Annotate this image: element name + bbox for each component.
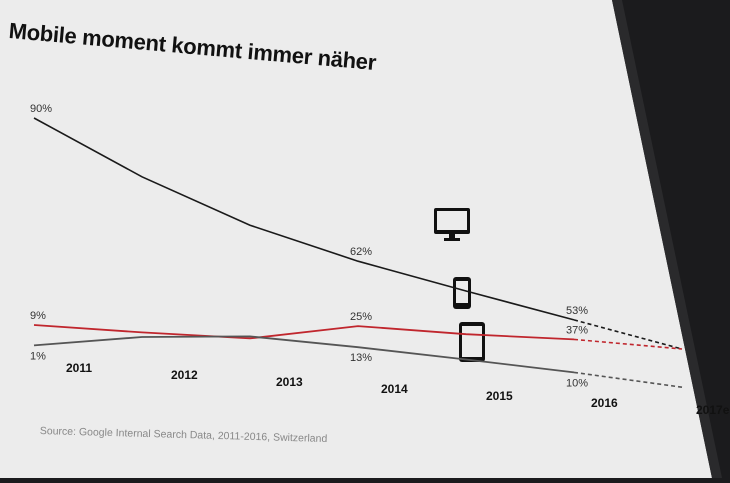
series-line-actual (33, 117, 575, 321)
data-label: 25% (350, 311, 372, 323)
series-line-actual (33, 335, 575, 374)
x-tick-label: 2011 (66, 361, 92, 375)
series-desktop: 90% 62% 53% (30, 103, 683, 350)
x-tick-label: 2017e (696, 403, 730, 417)
x-tick-label: 2015 (486, 389, 513, 403)
x-tick-label: 2016 (591, 396, 618, 410)
x-tick-label: 2012 (171, 368, 198, 382)
series-line-actual (33, 324, 575, 341)
data-label: 37% (566, 324, 588, 336)
x-tick-label: 2013 (276, 375, 303, 389)
x-tick-label: 2014 (381, 382, 408, 396)
data-label: 1% (30, 350, 46, 362)
series-tablet: 1% 13% 10% (30, 335, 683, 389)
data-label: 9% (30, 310, 46, 322)
data-label: 62% (350, 246, 372, 258)
slide-shadow-edge (612, 0, 722, 478)
tablet-icon (459, 322, 485, 362)
series-line-projected (573, 319, 683, 350)
data-label: 53% (566, 305, 588, 317)
smartphone-icon (453, 277, 471, 309)
data-label: 10% (566, 377, 588, 389)
data-label: 13% (350, 352, 372, 364)
slide-background (0, 0, 712, 478)
series-smartphone: 9% 25% 37% (30, 310, 683, 350)
data-label: 90% (30, 103, 52, 115)
chart-plot: 90% 62% 53% 9% 25% 37% 1% 13% 10% 2011 2012 2013 201… (30, 103, 730, 417)
desktop-icon (434, 208, 470, 241)
